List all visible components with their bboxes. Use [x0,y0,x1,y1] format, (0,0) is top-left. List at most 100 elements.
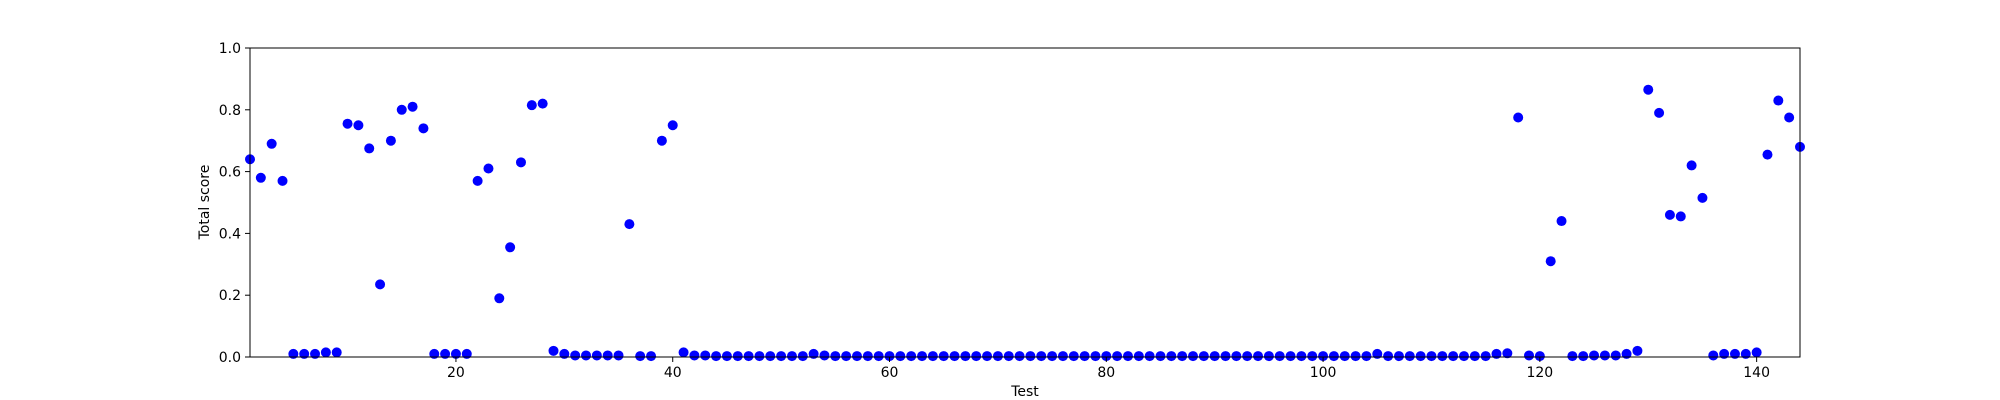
data-point [613,350,624,361]
data-point [700,350,711,361]
y-tick-label: 0.8 [219,103,241,119]
data-point [689,350,700,361]
x-tick-label: 60 [881,365,899,381]
x-tick-label: 40 [664,365,682,381]
data-point [1664,209,1675,220]
data-point [1166,351,1177,362]
data-point [1708,350,1719,361]
data-point [1025,351,1036,362]
data-point [732,351,743,362]
data-point [320,347,331,358]
x-tick-label: 20 [447,365,465,381]
data-point [1426,351,1437,362]
y-tick-label: 0.6 [219,165,241,181]
data-point [819,350,830,361]
data-point [1534,351,1545,362]
data-point [1773,95,1784,106]
data-point [851,351,862,362]
data-point [1177,351,1188,362]
x-axis-label: Test [1010,384,1039,400]
data-point [1112,351,1123,362]
data-point [375,279,386,290]
data-point [1578,351,1589,362]
data-point [982,351,993,362]
data-point [602,350,613,361]
data-point [1697,192,1708,203]
data-point [1654,107,1665,118]
data-point [1567,351,1578,362]
data-point [1307,351,1318,362]
data-point [1231,351,1242,362]
data-point [1610,350,1621,361]
data-point [786,351,797,362]
x-tick-label: 80 [1097,365,1115,381]
data-point [776,351,787,362]
data-point [559,348,570,359]
data-point [1318,351,1329,362]
data-point [1784,112,1795,123]
data-point [960,351,971,362]
data-point [1686,160,1697,171]
data-point [591,350,602,361]
data-point [1079,351,1090,362]
data-point [1729,348,1740,359]
data-point [1285,351,1296,362]
data-point [548,345,559,356]
data-point [1751,347,1762,358]
x-tick-label: 120 [1526,365,1553,381]
data-point [1209,351,1220,362]
data-point [1393,351,1404,362]
data-point [765,351,776,362]
data-point [429,348,440,359]
data-point [461,348,472,359]
data-point [635,351,646,362]
data-point [1361,351,1372,362]
data-point [255,172,266,183]
data-point [1014,351,1025,362]
x-axis-ticks: 20 40 60 80 100 120 140 [447,357,1770,381]
data-point [873,351,884,362]
data-point [938,351,949,362]
data-point [526,100,537,111]
data-point [1556,216,1567,227]
data-point [1350,351,1361,362]
data-point [353,120,364,131]
data-point [266,138,277,149]
data-point [797,351,808,362]
data-point [1621,348,1632,359]
data-point [450,348,461,359]
data-point [537,98,548,109]
data-point [515,157,526,168]
data-point [1404,351,1415,362]
data-point [1513,112,1524,123]
data-point [342,118,353,129]
data-point [830,351,841,362]
data-point [472,175,483,186]
data-point [841,351,852,362]
data-point [299,348,310,359]
data-point [721,351,732,362]
data-point [1155,351,1166,362]
data-point [1632,345,1643,356]
data-point [1328,351,1339,362]
x-tick-label: 140 [1743,365,1770,381]
data-point [1036,351,1047,362]
data-point [646,351,657,362]
data-point [1242,351,1253,362]
data-point [862,351,873,362]
data-point [1524,350,1535,361]
data-point [581,350,592,361]
data-point [1274,351,1285,362]
data-point [418,123,429,134]
data-point [1480,351,1491,362]
data-point [407,101,418,112]
data-point [440,348,451,359]
data-point [277,175,288,186]
data-point [1491,348,1502,359]
data-point [1719,348,1730,359]
data-point [895,351,906,362]
y-tick-label: 1.0 [219,41,241,57]
data-point [288,348,299,359]
data-point [1448,351,1459,362]
